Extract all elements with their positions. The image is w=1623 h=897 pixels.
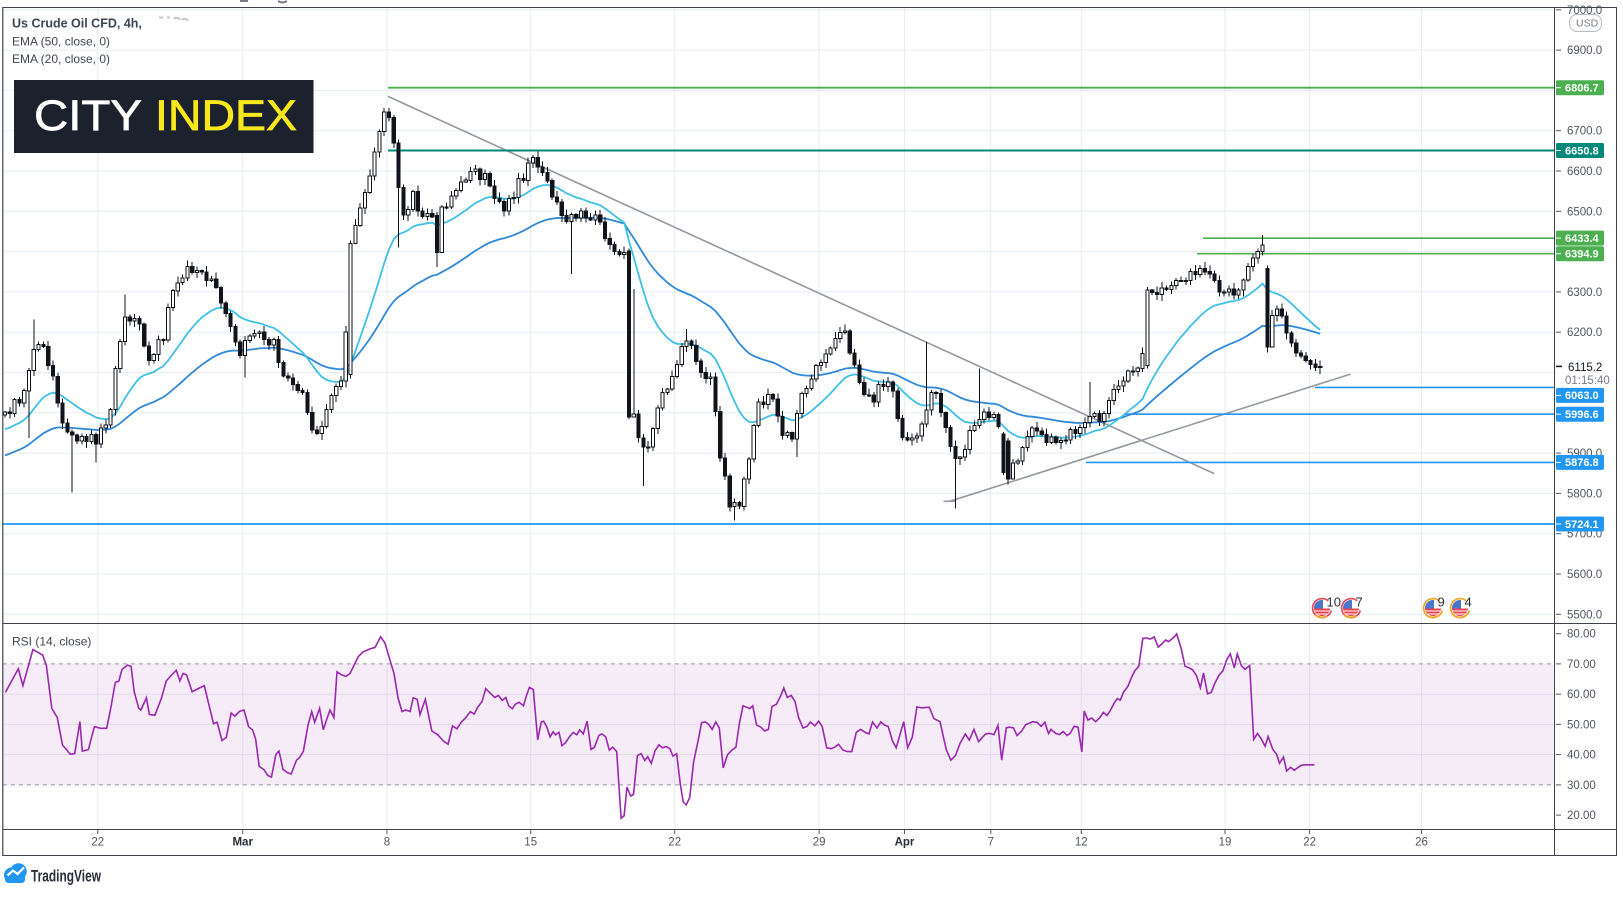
svg-text:22: 22 <box>668 837 681 849</box>
svg-text:5500.0: 5500.0 <box>1567 609 1602 621</box>
svg-text:6394.9: 6394.9 <box>1565 249 1599 261</box>
svg-text:5724.1: 5724.1 <box>1565 519 1599 531</box>
svg-text:6300.0: 6300.0 <box>1567 287 1602 299</box>
svg-text:70.00: 70.00 <box>1567 659 1596 671</box>
svg-text:Mar: Mar <box>232 837 253 849</box>
svg-text:15: 15 <box>524 837 537 849</box>
svg-text:5996.6: 5996.6 <box>1565 409 1599 421</box>
svg-text:EMA (50, close, 0): EMA (50, close, 0) <box>12 35 110 49</box>
svg-text:50.00: 50.00 <box>1567 719 1596 731</box>
svg-text:6650.8: 6650.8 <box>1565 145 1599 157</box>
svg-text:26: 26 <box>1415 837 1428 849</box>
svg-text:6500.0: 6500.0 <box>1567 206 1602 218</box>
svg-text:7: 7 <box>988 837 994 849</box>
svg-text:Apr: Apr <box>895 837 915 849</box>
svg-text:6600.0: 6600.0 <box>1567 166 1602 178</box>
svg-text:22: 22 <box>91 837 104 849</box>
svg-text:01:15:40: 01:15:40 <box>1565 375 1610 387</box>
svg-text:80.00: 80.00 <box>1567 629 1596 641</box>
svg-text:6115.2: 6115.2 <box>1568 362 1602 374</box>
svg-text:8: 8 <box>384 837 390 849</box>
svg-text:6063.0: 6063.0 <box>1565 390 1599 402</box>
svg-text:6700.0: 6700.0 <box>1567 126 1602 138</box>
svg-text:5600.0: 5600.0 <box>1567 569 1602 581</box>
svg-text:5800.0: 5800.0 <box>1567 488 1602 500</box>
svg-text:19: 19 <box>1219 837 1232 849</box>
svg-text:CITY: CITY <box>34 92 142 140</box>
svg-text:6433.4: 6433.4 <box>1565 233 1600 245</box>
svg-text:5876.8: 5876.8 <box>1565 457 1599 469</box>
svg-text:7: 7 <box>1356 595 1363 610</box>
svg-text:Us Crude Oil CFD, 4h,: Us Crude Oil CFD, 4h, <box>12 17 142 31</box>
svg-text:7000.0: 7000.0 <box>1567 5 1602 17</box>
svg-text:6806.7: 6806.7 <box>1565 83 1599 95</box>
svg-text:INDEX: INDEX <box>155 92 297 140</box>
svg-text:6900.0: 6900.0 <box>1567 45 1602 57</box>
svg-text:29: 29 <box>813 837 826 849</box>
svg-text:USD: USD <box>1576 18 1599 30</box>
svg-text:5700.0: 5700.0 <box>1567 529 1602 541</box>
svg-text:22: 22 <box>1303 837 1316 849</box>
svg-text:EMA (20, close, 0): EMA (20, close, 0) <box>12 52 110 66</box>
svg-text:TradingView: TradingView <box>31 867 102 886</box>
svg-text:20.00: 20.00 <box>1567 810 1596 822</box>
svg-text:12: 12 <box>1075 837 1088 849</box>
svg-text:6200.0: 6200.0 <box>1567 327 1602 339</box>
svg-text:RSI (14, close): RSI (14, close) <box>12 635 91 649</box>
svg-text:40.00: 40.00 <box>1567 750 1596 762</box>
svg-text:10: 10 <box>1327 595 1341 610</box>
svg-text:9: 9 <box>1438 595 1445 610</box>
svg-text:30.00: 30.00 <box>1567 780 1596 792</box>
svg-text:60.00: 60.00 <box>1567 689 1596 701</box>
svg-text:4: 4 <box>1465 595 1472 610</box>
